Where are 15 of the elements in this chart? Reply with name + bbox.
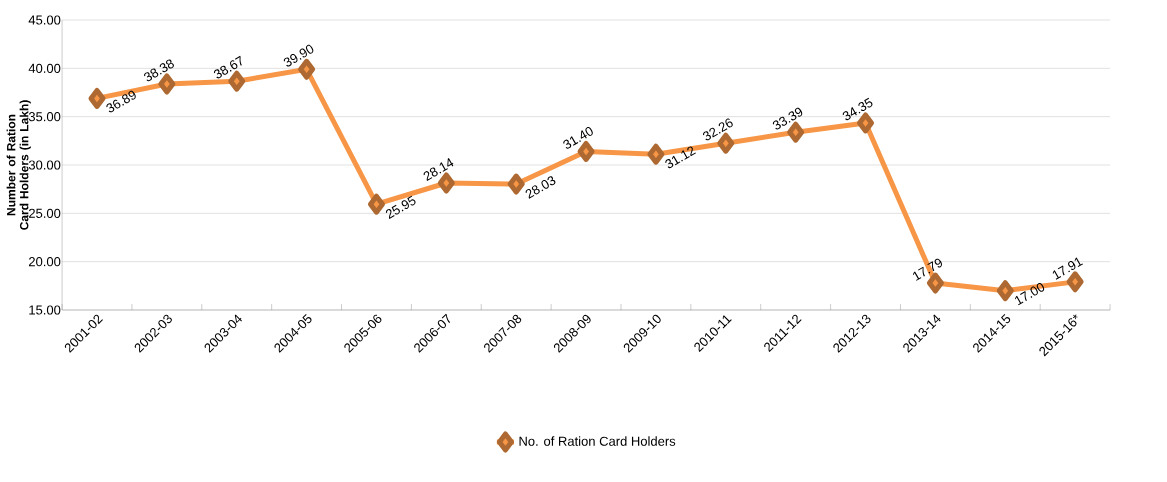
point xyxy=(88,87,106,109)
data-label: 31.40 xyxy=(563,127,593,149)
data-label: 17.00 xyxy=(1015,283,1045,306)
y-tick-label: 20.00 xyxy=(28,257,61,267)
point xyxy=(367,193,385,215)
y-tick-label: 30.00 xyxy=(28,160,61,170)
legend-label: No. of Ration Card Holders xyxy=(519,436,676,446)
y-tick-label: 40.00 xyxy=(28,63,61,73)
point xyxy=(507,173,525,195)
y-tick-label: 45.00 xyxy=(28,15,61,25)
y-tick-label: 35.00 xyxy=(28,112,61,122)
point xyxy=(647,143,665,165)
y-tick-label: 25.00 xyxy=(28,208,61,218)
y-tick-label: 15.00 xyxy=(29,305,61,315)
point xyxy=(996,280,1014,302)
